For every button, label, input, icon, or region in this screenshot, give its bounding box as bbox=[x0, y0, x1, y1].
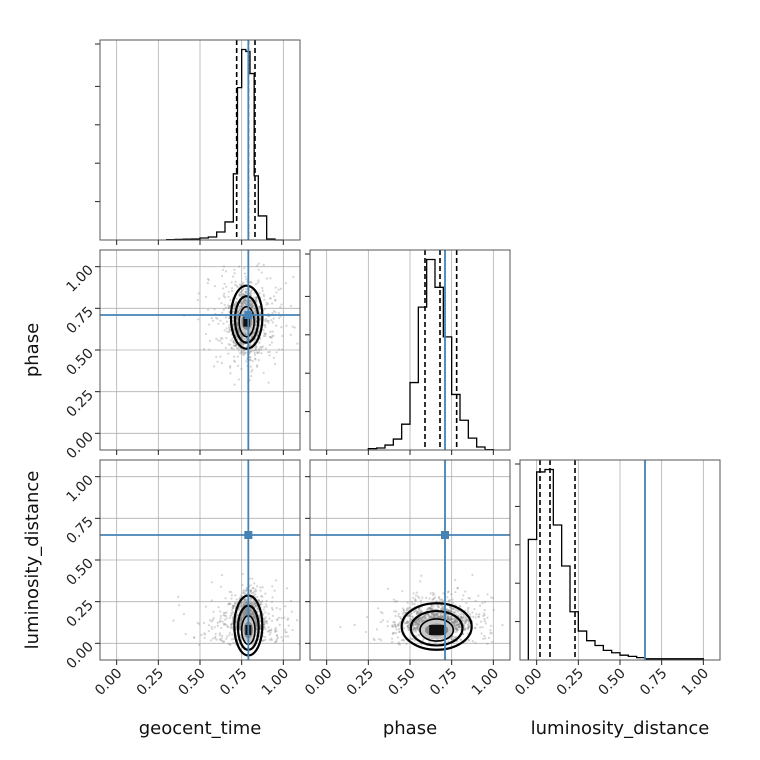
x-tick-label: 1.00 bbox=[259, 666, 292, 699]
x-tick-label: 0.75 bbox=[637, 666, 670, 699]
y-axis-label-phase: phase bbox=[22, 323, 43, 377]
density-contour bbox=[233, 295, 260, 344]
histogram-panel-geocent_time bbox=[95, 39, 301, 245]
corner-panels: 0.00 0.25 0.50 0.75 1.000.000.250.500.751.00… bbox=[63, 39, 721, 699]
y-tick-label: 0.25 bbox=[63, 387, 96, 420]
density-panel-phase-luminosity_distance: 0.00 0.25 0.50 0.75 1.00 bbox=[302, 459, 511, 699]
y-tick-label: 0.75 bbox=[63, 514, 96, 547]
injection-marker bbox=[244, 311, 253, 319]
histogram-panel-luminosity_distance: 0.00 0.25 0.50 0.75 1.00 bbox=[512, 459, 721, 699]
y-tick-label: 0.00 bbox=[63, 429, 96, 462]
density-contour bbox=[229, 284, 264, 350]
x-axis-label-luminosity_distance: luminosity_distance bbox=[531, 718, 710, 739]
x-tick-label: 0.50 bbox=[385, 666, 418, 699]
x-tick-label: 0.75 bbox=[427, 666, 460, 699]
y-tick-label: 0.25 bbox=[63, 597, 96, 630]
y-tick-label: 1.00 bbox=[63, 472, 96, 505]
x-tick-label: 0.25 bbox=[134, 666, 167, 699]
density-points bbox=[339, 573, 504, 651]
y-tick-label: 0.00 bbox=[63, 639, 96, 672]
histogram-step bbox=[367, 258, 494, 451]
x-tick-label: 0.00 bbox=[512, 666, 545, 699]
histogram-step bbox=[527, 468, 704, 660]
x-tick-label: 0.25 bbox=[554, 666, 587, 699]
x-tick-label: 0.25 bbox=[344, 666, 377, 699]
density-contour bbox=[419, 618, 455, 642]
density-contour bbox=[400, 602, 473, 651]
y-tick-label: 0.75 bbox=[63, 304, 96, 337]
x-tick-label: 0.00 bbox=[302, 666, 335, 699]
y-tick-label: 0.50 bbox=[63, 556, 96, 589]
density-panel-geocent_time-luminosity_distance: 0.00 0.25 0.50 0.75 1.000.000.250.500.751.00 bbox=[63, 459, 301, 699]
x-tick-label: 0.50 bbox=[175, 666, 208, 699]
x-tick-label: 0.00 bbox=[92, 666, 125, 699]
x-tick-label: 1.00 bbox=[469, 666, 502, 699]
y-tick-label: 1.00 bbox=[63, 262, 96, 295]
y-axis-label-luminosity_distance: luminosity_distance bbox=[22, 471, 43, 650]
x-tick-label: 0.75 bbox=[217, 666, 250, 699]
x-axis-label-phase: phase bbox=[383, 718, 437, 739]
x-axis-label-geocent_time: geocent_time bbox=[139, 718, 262, 739]
histogram-panel-phase bbox=[305, 249, 511, 455]
injection-marker bbox=[244, 531, 253, 539]
density-panel-geocent_time-phase: 0.00 0.25 0.50 0.75 1.00 bbox=[63, 249, 301, 462]
axis-labels: geocent_time phase phase luminosity_distanc… bbox=[22, 323, 709, 739]
x-tick-label: 0.50 bbox=[595, 666, 628, 699]
density-peak bbox=[429, 625, 445, 635]
injection-marker bbox=[441, 531, 449, 539]
density-contour bbox=[238, 305, 255, 338]
x-tick-label: 1.00 bbox=[679, 666, 712, 699]
density-contour bbox=[409, 609, 464, 647]
y-tick-label: 0.50 bbox=[63, 346, 96, 379]
histogram-step bbox=[166, 48, 284, 241]
density-peak bbox=[243, 316, 251, 327]
